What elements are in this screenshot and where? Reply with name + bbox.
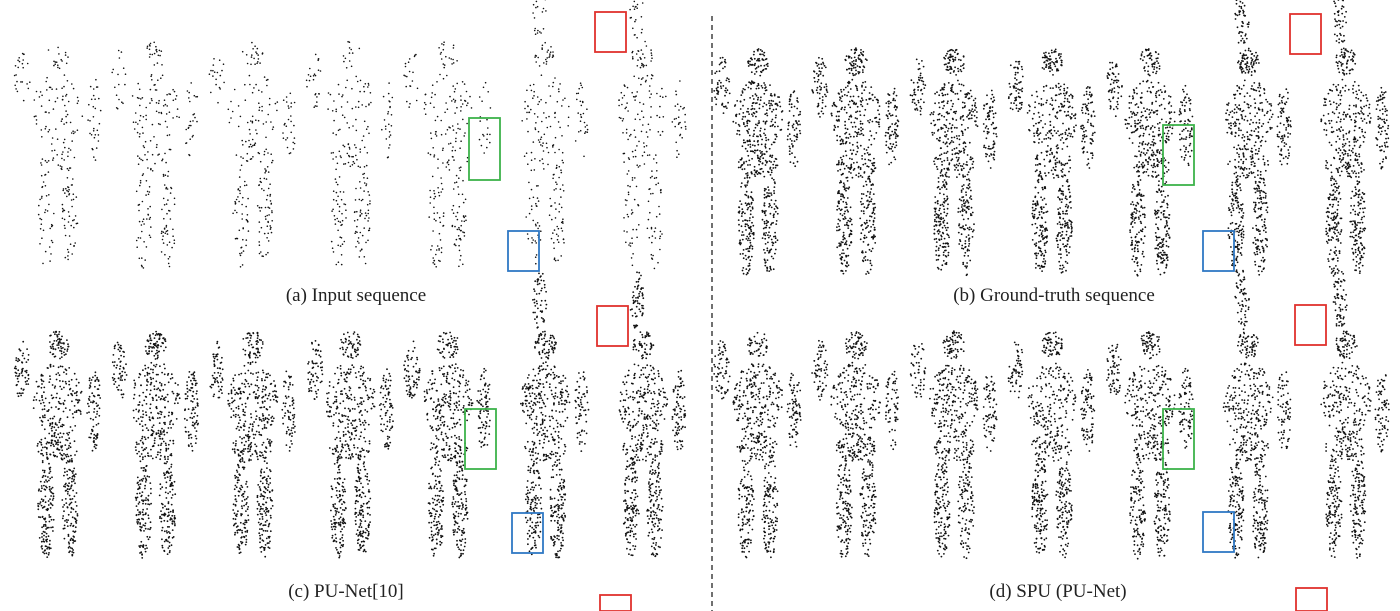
point-cloud-frame-4: [305, 40, 394, 266]
red-highlight-box-next-row-left: [599, 594, 632, 611]
panel-c: (c) PU-Net[10]: [13, 271, 687, 602]
red-highlight-box-d: [1294, 304, 1327, 346]
red-highlight-box-a: [594, 11, 627, 53]
point-cloud-frame-2: [111, 330, 200, 559]
point-cloud-frame-6: [521, 0, 589, 265]
point-cloud-frame-6: [520, 272, 590, 559]
green-highlight-box-a: [468, 117, 501, 181]
blue-highlight-box-c: [511, 512, 544, 554]
red-highlight-box-c: [596, 305, 629, 347]
caption-spu-pu-net: (d) SPU (PU-Net): [989, 581, 1126, 602]
point-cloud-frame-6: [1225, 0, 1292, 276]
highlight-boxes: [464, 11, 1328, 611]
red-highlight-box-next-row-right: [1295, 587, 1328, 611]
point-clouds-spu: [713, 269, 1390, 560]
point-cloud-frame-7: [1320, 269, 1390, 559]
point-cloud-frame-7: [618, 271, 687, 558]
point-cloud-frame-3: [909, 48, 998, 277]
panel-a: (a) Input sequence: [13, 0, 687, 306]
panel-d: (d) SPU (PU-Net): [713, 269, 1390, 602]
point-cloud-frame-1: [13, 330, 102, 558]
point-cloud-frame-7: [618, 0, 687, 270]
point-cloud-frame-1: [713, 48, 802, 276]
point-cloud-frame-5: [403, 331, 491, 559]
green-highlight-box-d: [1162, 408, 1195, 470]
point-cloud-frame-2: [811, 331, 899, 558]
blue-highlight-box-b: [1202, 230, 1235, 272]
caption-input-sequence: (a) Input sequence: [286, 285, 426, 306]
point-cloud-frame-4: [307, 331, 394, 559]
point-cloud-frame-2: [111, 41, 199, 269]
point-cloud-frame-5: [1106, 48, 1194, 277]
panel-b: (b) Ground-truth sequence: [713, 0, 1390, 306]
point-cloud-frame-1: [713, 331, 802, 559]
point-clouds-pu-net: [13, 271, 687, 559]
point-clouds-input: [13, 0, 687, 270]
blue-highlight-box-d: [1202, 511, 1235, 553]
point-cloud-frame-6: [1222, 269, 1292, 559]
blue-highlight-box-a: [507, 230, 540, 272]
caption-pu-net: (c) PU-Net[10]: [288, 581, 404, 602]
point-cloud-frame-2: [811, 47, 900, 275]
point-cloud-frame-4: [1007, 48, 1096, 274]
point-cloud-frame-5: [1106, 331, 1194, 560]
point-cloud-frame-1: [13, 46, 102, 265]
caption-ground-truth-sequence: (b) Ground-truth sequence: [953, 285, 1155, 306]
green-highlight-box-c: [464, 408, 497, 470]
point-cloud-frame-3: [909, 330, 998, 560]
green-highlight-box-b: [1162, 124, 1195, 186]
point-cloud-frame-3: [209, 331, 296, 558]
point-cloud-frame-4: [1007, 331, 1096, 559]
red-highlight-box-b: [1289, 13, 1322, 55]
point-cloud-frame-3: [208, 41, 296, 268]
point-cloud-frame-5: [403, 41, 492, 268]
point-cloud-frame-7: [1320, 0, 1390, 277]
point-clouds-ground-truth: [713, 0, 1390, 277]
